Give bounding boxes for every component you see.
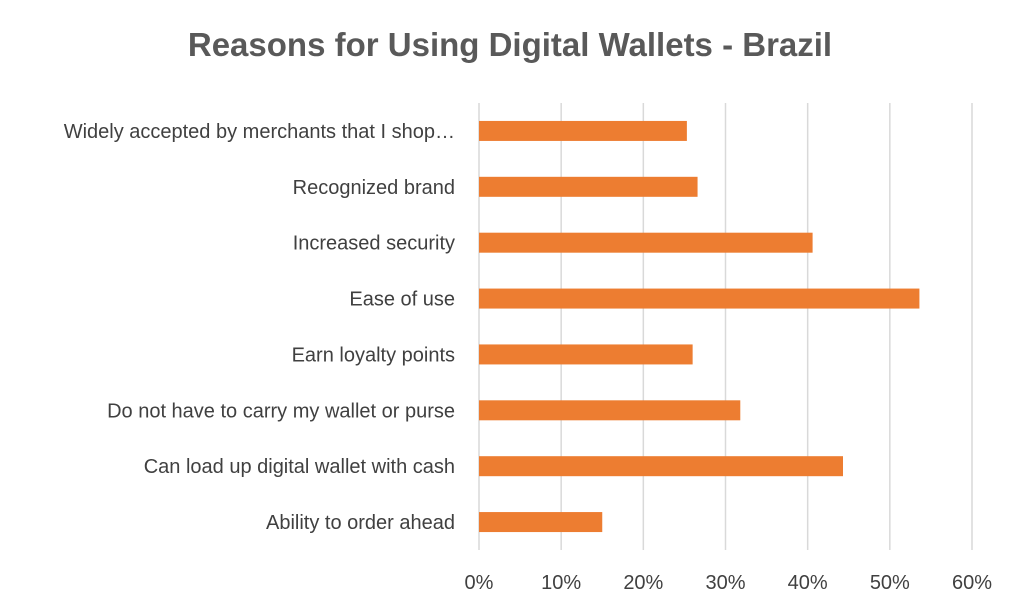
gridlines — [478, 103, 973, 550]
x-tick-label: 0% — [465, 572, 494, 594]
category-label: Ability to order ahead — [266, 512, 455, 534]
x-tick-label: 50% — [870, 572, 910, 594]
x-tick-label: 40% — [788, 572, 828, 594]
x-axis-tick-labels: 0% 10% 20% 30% 40% 50% 60% — [465, 572, 993, 594]
bar — [479, 344, 693, 365]
bar — [479, 120, 687, 141]
category-label: Recognized brand — [293, 177, 455, 199]
bar — [479, 288, 920, 309]
bar — [479, 512, 603, 533]
bar — [479, 176, 698, 197]
x-tick-label: 20% — [623, 572, 663, 594]
bar — [479, 400, 741, 421]
chart-title: Reasons for Using Digital Wallets - Braz… — [188, 26, 832, 63]
category-label: Can load up digital wallet with cash — [144, 456, 455, 478]
category-label: Earn loyalty points — [292, 344, 455, 366]
x-tick-label: 60% — [952, 572, 992, 594]
category-label: Do not have to carry my wallet or purse — [107, 400, 455, 422]
x-tick-label: 30% — [705, 572, 745, 594]
category-label: Increased security — [293, 233, 455, 255]
bar — [479, 456, 843, 477]
x-tick-label: 10% — [541, 572, 581, 594]
bars — [479, 120, 920, 533]
category-label: Ease of use — [349, 289, 455, 311]
category-label: Widely accepted by merchants that I shop… — [64, 121, 455, 143]
category-labels: Widely accepted by merchants that I shop… — [64, 121, 455, 534]
bar — [479, 232, 813, 253]
